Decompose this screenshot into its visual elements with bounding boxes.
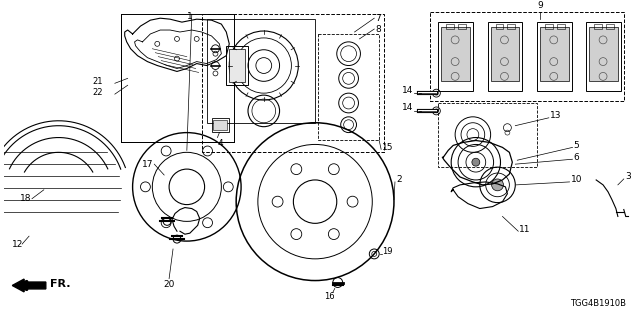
- Text: 7: 7: [375, 14, 381, 23]
- Bar: [458, 24, 466, 29]
- Bar: [214, 120, 227, 130]
- Text: 14: 14: [403, 103, 413, 112]
- Bar: [446, 24, 454, 29]
- Circle shape: [472, 158, 480, 166]
- Bar: [488, 22, 522, 91]
- Text: 22: 22: [93, 88, 103, 97]
- Text: 17: 17: [142, 160, 154, 169]
- FancyArrow shape: [12, 279, 46, 292]
- Text: 19: 19: [382, 247, 392, 256]
- Bar: [589, 27, 618, 81]
- Bar: [229, 49, 245, 82]
- Bar: [211, 118, 229, 132]
- Bar: [557, 24, 564, 29]
- Bar: [121, 14, 234, 142]
- Bar: [586, 22, 621, 91]
- Bar: [202, 14, 384, 152]
- Text: FR.: FR.: [50, 278, 70, 289]
- Bar: [508, 24, 515, 29]
- Bar: [207, 19, 315, 123]
- Bar: [537, 22, 572, 91]
- Bar: [318, 34, 379, 140]
- Text: 14: 14: [403, 86, 413, 95]
- Text: TGG4B1910B: TGG4B1910B: [570, 299, 626, 308]
- Text: 9: 9: [537, 1, 543, 10]
- Text: 11: 11: [519, 225, 531, 234]
- Bar: [594, 24, 602, 29]
- Text: 6: 6: [573, 153, 579, 162]
- Bar: [227, 46, 248, 85]
- Bar: [438, 103, 537, 167]
- Text: 20: 20: [163, 280, 175, 289]
- Text: 1: 1: [187, 12, 193, 21]
- Text: 4: 4: [218, 139, 223, 148]
- Text: 12: 12: [12, 240, 24, 249]
- Bar: [495, 24, 504, 29]
- Bar: [491, 27, 519, 81]
- Text: 13: 13: [550, 111, 561, 120]
- Text: 8: 8: [375, 25, 381, 34]
- Text: 15: 15: [382, 143, 394, 152]
- Text: 10: 10: [570, 175, 582, 184]
- Text: 2: 2: [396, 175, 401, 184]
- Bar: [606, 24, 614, 29]
- Circle shape: [492, 179, 504, 191]
- Bar: [540, 27, 568, 81]
- Text: 21: 21: [93, 77, 103, 86]
- Text: 16: 16: [324, 292, 335, 301]
- Text: 18: 18: [20, 194, 31, 203]
- Text: 5: 5: [573, 141, 579, 150]
- Bar: [442, 27, 470, 81]
- Bar: [438, 22, 473, 91]
- Bar: [545, 24, 553, 29]
- Text: 3: 3: [626, 172, 632, 181]
